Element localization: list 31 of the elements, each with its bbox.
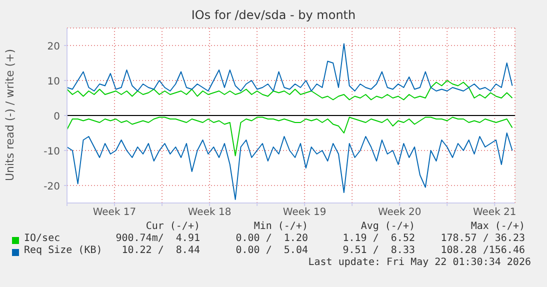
text: 0.00 / 5.04	[236, 245, 308, 256]
text: Avg (-/+)	[360, 221, 415, 232]
y-axis-title: Units read (-) / write (+)	[4, 48, 16, 182]
y-tick-label: 0	[54, 112, 60, 122]
text: 10.22 / 8.44	[122, 245, 200, 256]
line-series	[67, 43, 513, 92]
text: Last update: Fri May 22 01:30:34 2026	[307, 257, 531, 268]
text: 108.28 /156.46	[440, 245, 525, 256]
x-tick-label: Week 21	[472, 207, 516, 218]
y-tick-label: -20	[44, 182, 60, 192]
text: 9.51 / 8.33	[342, 245, 415, 256]
text: 178.57 / 36.23	[440, 233, 525, 244]
y-tick-label: -10	[44, 146, 60, 158]
y-tick-label: 10	[47, 76, 60, 88]
x-tick-label: Week 18	[188, 207, 232, 218]
x-tick-label: Week 19	[282, 207, 326, 218]
legend-label: IO/sec	[24, 233, 60, 244]
x-tick-label: Week 20	[378, 207, 422, 218]
y-tick-label: 20	[47, 42, 60, 52]
line-series	[67, 116, 513, 156]
text: 0.00 / 1.20	[236, 233, 308, 244]
text: 1.19 / 6.52	[342, 233, 415, 244]
text: Cur (-/+)	[144, 221, 200, 232]
legend-label: Req Size (KB)	[24, 245, 102, 256]
text: Min (-/+)	[254, 221, 308, 232]
line-series	[67, 132, 513, 200]
chart-title: IOs for /dev/sda - by month	[190, 8, 357, 22]
text: 900.74m/ 4.91	[114, 233, 200, 244]
x-tick-label: Week 17	[92, 207, 136, 218]
text: Max (-/+)	[470, 221, 525, 232]
line-series	[67, 80, 513, 100]
